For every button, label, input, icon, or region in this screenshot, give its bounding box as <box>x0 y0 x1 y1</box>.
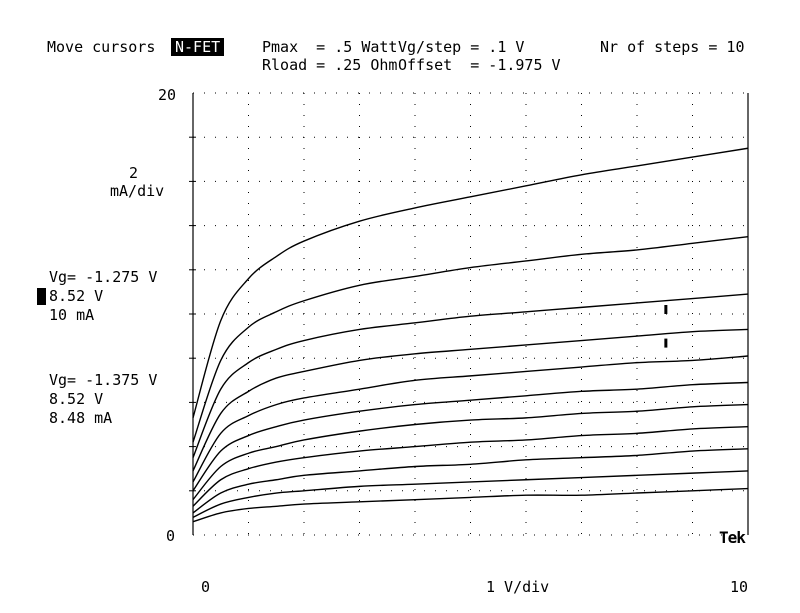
trace-curve-1 <box>192 487 749 523</box>
cursor-mark-2 <box>664 338 668 348</box>
active-cursor-marker[interactable] <box>37 288 46 305</box>
offset-readout: Offset = -1.975 V <box>398 56 561 74</box>
move-cursors-label: Move cursors <box>47 38 156 56</box>
tek-logo: Tek <box>719 528 746 547</box>
y-tick-top: 20 <box>158 86 177 104</box>
cursor2-vg: Vg= -1.375 V <box>49 371 158 389</box>
cursor-marks <box>664 305 668 348</box>
vdiv-unit: mA/div <box>110 182 165 200</box>
cursor1-current: 10 mA <box>49 306 95 324</box>
trace-curve-8 <box>192 328 749 472</box>
cursor1-vg: Vg= -1.275 V <box>49 268 158 286</box>
vg-step-readout: Vg/step = .1 V <box>398 38 525 56</box>
cursor2-current: 8.48 mA <box>49 409 113 427</box>
trace-curve-5 <box>192 403 749 501</box>
cursor-mark-1 <box>664 305 668 314</box>
trace-curve-3 <box>192 448 749 514</box>
pmax-readout: Pmax = .5 Watt <box>262 38 398 56</box>
trace-curve-7 <box>192 355 749 483</box>
x-tick-left: 0 <box>201 578 211 596</box>
trace-family <box>192 147 749 523</box>
trace-curve-9 <box>192 293 749 458</box>
x-tick-right: 10 <box>730 578 749 596</box>
trace-curve-2 <box>192 470 749 518</box>
cursor1-voltage: 8.52 V <box>49 287 104 305</box>
rload-readout: Rload = .25 Ohm <box>262 56 398 74</box>
x-axis-label: 1 V/div <box>486 578 550 596</box>
vdiv-value: 2 <box>129 164 139 182</box>
trace-curve-10 <box>192 235 749 443</box>
trace-curve-11 <box>192 147 749 419</box>
graticule <box>189 92 749 536</box>
trace-curve-6 <box>192 381 749 492</box>
y-tick-bottom: 0 <box>166 527 176 545</box>
device-badge[interactable]: N-FET <box>171 38 225 56</box>
cursor2-voltage: 8.52 V <box>49 390 104 408</box>
steps-readout: Nr of steps = 10 <box>600 38 745 56</box>
trace-curve-4 <box>192 426 749 507</box>
